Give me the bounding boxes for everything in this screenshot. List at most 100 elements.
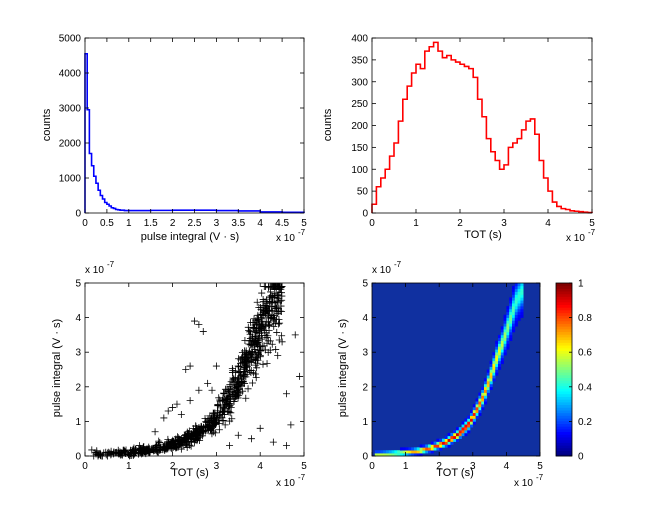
- heatmap-cell: [509, 329, 513, 333]
- colorbar-segment: [556, 418, 572, 422]
- heatmap-cell: [475, 415, 479, 419]
- heatmap-cell: [484, 392, 488, 396]
- heatmap-cell: [416, 447, 420, 451]
- colorbar-segment: [556, 431, 572, 435]
- heatmap-cell: [500, 337, 504, 341]
- heatmap-cell: [484, 401, 488, 405]
- heatmap-cell: [503, 340, 507, 344]
- colorbar-segment: [556, 334, 572, 338]
- heatmap-cell: [478, 392, 482, 396]
- heatmap-cell: [408, 453, 412, 457]
- heatmap-cell: [514, 308, 518, 313]
- heatmap-cell: [489, 369, 493, 373]
- p2-x-multiplier: x 10: [276, 478, 295, 489]
- scatter-point: [214, 407, 222, 415]
- heatmap-cell: [512, 285, 516, 290]
- colorbar-tick-label: 0.8: [578, 313, 592, 324]
- heatmap-cell: [512, 329, 516, 333]
- heatmap-cell: [514, 291, 518, 295]
- p2-axes-box: [84, 282, 305, 457]
- colorbar-segment: [556, 437, 572, 441]
- p3-axes-box: [371, 282, 541, 457]
- heatmap-cell: [478, 401, 482, 405]
- heatmap-cell: [506, 314, 510, 318]
- colorbar: 0 0.2 0.4 0.6 0.8 1: [555, 279, 592, 463]
- heatmap-cell: [414, 453, 418, 457]
- heatmap-cell: [506, 343, 510, 347]
- heatmap-cell: [419, 450, 423, 454]
- colorbar-segment: [556, 396, 572, 400]
- heatmap-cell: [509, 332, 513, 336]
- heatmap-cell: [498, 360, 502, 365]
- heatmap-cell: [470, 409, 474, 414]
- colorbar-segment: [556, 342, 572, 346]
- heatmap-cell: [512, 294, 516, 298]
- colorbar-segment: [556, 283, 572, 287]
- heatmap-cell: [386, 450, 390, 454]
- heatmap-cell: [517, 285, 521, 290]
- heatmap-cell: [411, 447, 415, 451]
- scatter-point: [252, 355, 260, 363]
- heatmap-cell: [453, 432, 457, 437]
- heatmap-cell: [422, 450, 426, 454]
- scatter-point: [164, 435, 172, 443]
- p0-xtick-label: 0.5: [100, 218, 114, 229]
- heatmap-cell: [377, 453, 381, 457]
- scatter-point: [175, 437, 183, 445]
- colorbar-segment: [556, 318, 572, 322]
- heatmap-cell: [500, 326, 504, 330]
- colorbar-segment: [556, 369, 572, 373]
- heatmap-cell: [495, 355, 499, 359]
- p0-xtick-label: 2: [170, 218, 176, 229]
- heatmap-cell: [495, 343, 499, 347]
- p1-histogram-line: [371, 41, 593, 214]
- colorbar-segment: [556, 453, 572, 457]
- scatter-point: [114, 449, 122, 457]
- heatmap-cell: [447, 435, 451, 439]
- scatter-point: [262, 296, 270, 304]
- colorbar-tick-label: 1: [578, 279, 584, 290]
- heatmap-cell: [394, 453, 398, 457]
- heatmap-cell: [506, 306, 510, 310]
- scatter-point: [255, 343, 263, 351]
- scatter-point: [191, 433, 199, 441]
- heatmap-cell: [500, 349, 504, 353]
- colorbar-segment: [556, 450, 572, 454]
- heatmap-cell: [492, 357, 496, 362]
- heatmap-cell: [495, 372, 499, 376]
- scatter-point: [145, 446, 153, 454]
- colorbar-segment: [556, 372, 572, 376]
- heatmap-cell: [472, 409, 476, 414]
- heatmap-cell: [436, 438, 440, 442]
- heatmap-cell: [509, 311, 513, 316]
- scatter-point: [191, 428, 199, 436]
- heatmap-cell: [498, 357, 502, 362]
- scatter-point: [227, 378, 235, 386]
- heatmap-cell: [503, 317, 507, 321]
- heatmap-cell: [464, 432, 468, 437]
- p1-ytick-label: 350: [351, 55, 368, 66]
- p0-xtick-label: 1: [126, 218, 132, 229]
- heatmap-cell: [495, 352, 499, 356]
- heatmap-cell: [484, 378, 488, 382]
- p3-y-multiplier: x 10: [372, 265, 391, 276]
- scatter-point: [261, 346, 269, 354]
- heatmap-cell: [456, 427, 460, 431]
- scatter-point: [135, 449, 143, 457]
- heatmap-cell: [498, 352, 502, 356]
- heatmap-cell: [377, 450, 381, 454]
- p1-ylabel: counts: [322, 108, 334, 141]
- colorbar-tick-label: 0.4: [578, 382, 592, 393]
- heatmap-cell: [492, 378, 496, 382]
- scatter-point: [275, 294, 283, 302]
- colorbar-segment: [556, 383, 572, 387]
- scatter-point: [215, 426, 223, 434]
- p2-xtick-label: 2: [170, 461, 176, 472]
- heatmap-cell: [512, 320, 516, 324]
- colorbar-segment: [556, 299, 572, 303]
- scatter-point: [267, 288, 275, 296]
- p2-ytick-label: 4: [75, 313, 81, 324]
- heatmap-cell: [402, 450, 406, 454]
- scatter-point: [219, 416, 227, 424]
